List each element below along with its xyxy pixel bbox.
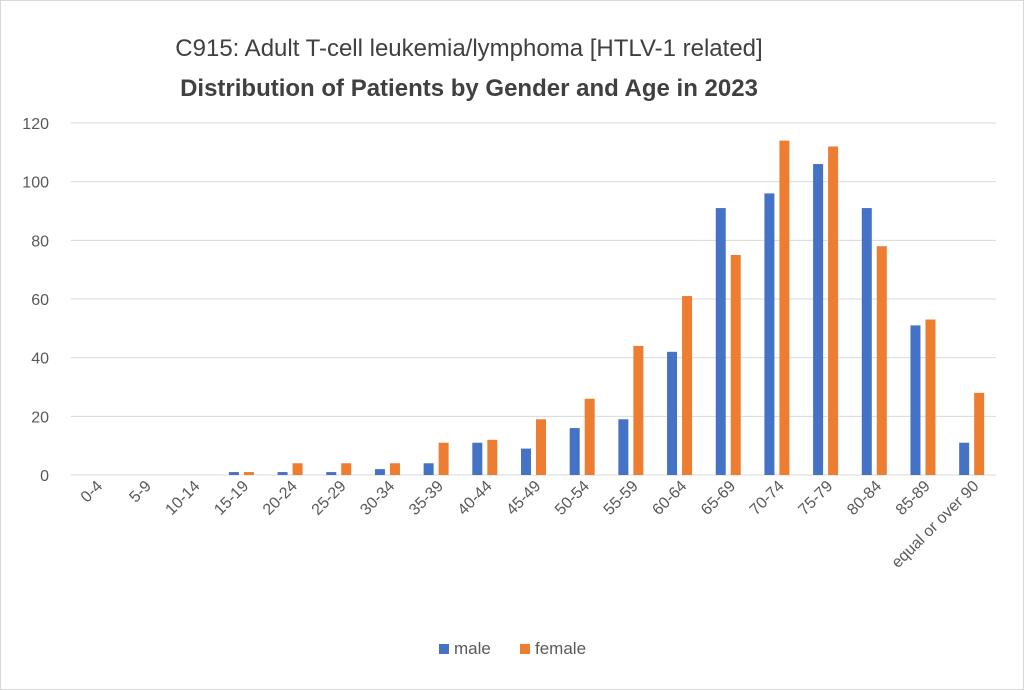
bar-male-70-74 xyxy=(764,193,775,475)
bar-male-25-29 xyxy=(326,472,337,475)
bar-male-80-84 xyxy=(861,208,872,476)
legend: male female xyxy=(439,639,586,658)
gridlines xyxy=(71,122,996,476)
x-tick-label: 25-29 xyxy=(309,478,350,519)
bar-female-75-79 xyxy=(828,146,839,475)
x-tick-label: equal or over 90 xyxy=(889,478,983,572)
bar-male-40-44 xyxy=(472,442,483,475)
bar-male-60-64 xyxy=(667,351,678,475)
bar-female-equal-or-over-90 xyxy=(974,392,985,475)
y-tick-label: 40 xyxy=(31,351,49,368)
x-tick-label: 60-64 xyxy=(649,478,690,519)
legend-label-male: male xyxy=(454,639,491,658)
bar-male-75-79 xyxy=(813,164,824,476)
x-tick-label: 40-44 xyxy=(455,478,496,519)
x-tick-label: 70-74 xyxy=(747,478,788,519)
bar-female-65-69 xyxy=(730,255,741,475)
legend-swatch-male xyxy=(439,644,449,654)
bar-female-15-19 xyxy=(243,472,254,475)
x-tick-label: 75-79 xyxy=(795,478,836,519)
x-tick-label: 20-24 xyxy=(260,478,301,519)
bar-female-35-39 xyxy=(438,442,449,475)
legend-swatch-female xyxy=(520,644,530,654)
legend-label-female: female xyxy=(535,639,586,658)
bar-male-20-24 xyxy=(277,472,288,475)
x-tick-label: 15-19 xyxy=(211,478,252,519)
bar-male-55-59 xyxy=(618,419,629,475)
y-tick-label: 100 xyxy=(22,175,49,192)
y-tick-label: 80 xyxy=(31,233,49,250)
x-tick-label: 45-49 xyxy=(503,478,544,519)
x-tick-label: 50-54 xyxy=(552,478,593,519)
bar-female-40-44 xyxy=(487,439,498,475)
y-axis-ticks: 0 20 40 60 80 100 120 xyxy=(22,116,49,485)
bar-male-30-34 xyxy=(374,469,385,475)
chart-title: C915: Adult T-cell leukemia/lymphoma [HT… xyxy=(175,35,763,62)
bar-female-50-54 xyxy=(584,398,595,475)
x-tick-label: 30-34 xyxy=(357,478,398,519)
x-tick-label: 80-84 xyxy=(844,478,885,519)
x-tick-label: 55-59 xyxy=(601,478,642,519)
x-axis-ticks: 0-4 5-9 10-14 15-19 20-24 25-29 30-34 35-39 40-4… xyxy=(78,478,983,572)
bar-female-55-59 xyxy=(633,345,644,475)
y-tick-label: 0 xyxy=(40,468,49,485)
x-tick-label: 35-39 xyxy=(406,478,447,519)
bar-male-50-54 xyxy=(569,428,580,475)
bar-female-60-64 xyxy=(682,296,693,475)
y-tick-label: 120 xyxy=(22,116,49,133)
x-tick-label: 10-14 xyxy=(163,478,204,519)
bar-female-80-84 xyxy=(876,246,887,475)
y-tick-label: 60 xyxy=(31,292,49,309)
x-tick-label: 5-9 xyxy=(126,478,154,506)
x-tick-label: 85-89 xyxy=(893,478,934,519)
bar-female-25-29 xyxy=(341,463,352,475)
bar-female-30-34 xyxy=(389,463,400,475)
bar-female-20-24 xyxy=(292,463,303,475)
bar-male-equal-or-over-90 xyxy=(959,442,970,475)
x-tick-label: 65-69 xyxy=(698,478,739,519)
x-tick-label: 0-4 xyxy=(78,478,106,506)
bar-male-65-69 xyxy=(715,208,726,476)
bar-female-45-49 xyxy=(536,419,546,475)
bar-female-70-74 xyxy=(779,140,790,475)
bar-male-45-49 xyxy=(521,448,531,475)
bar-male-85-89 xyxy=(910,325,921,475)
chart-subtitle: Distribution of Patients by Gender and A… xyxy=(180,75,758,102)
bars xyxy=(228,140,985,476)
bar-male-35-39 xyxy=(423,463,434,475)
bar-male-15-19 xyxy=(228,472,239,475)
bar-female-85-89 xyxy=(925,319,936,475)
y-tick-label: 20 xyxy=(31,409,49,426)
